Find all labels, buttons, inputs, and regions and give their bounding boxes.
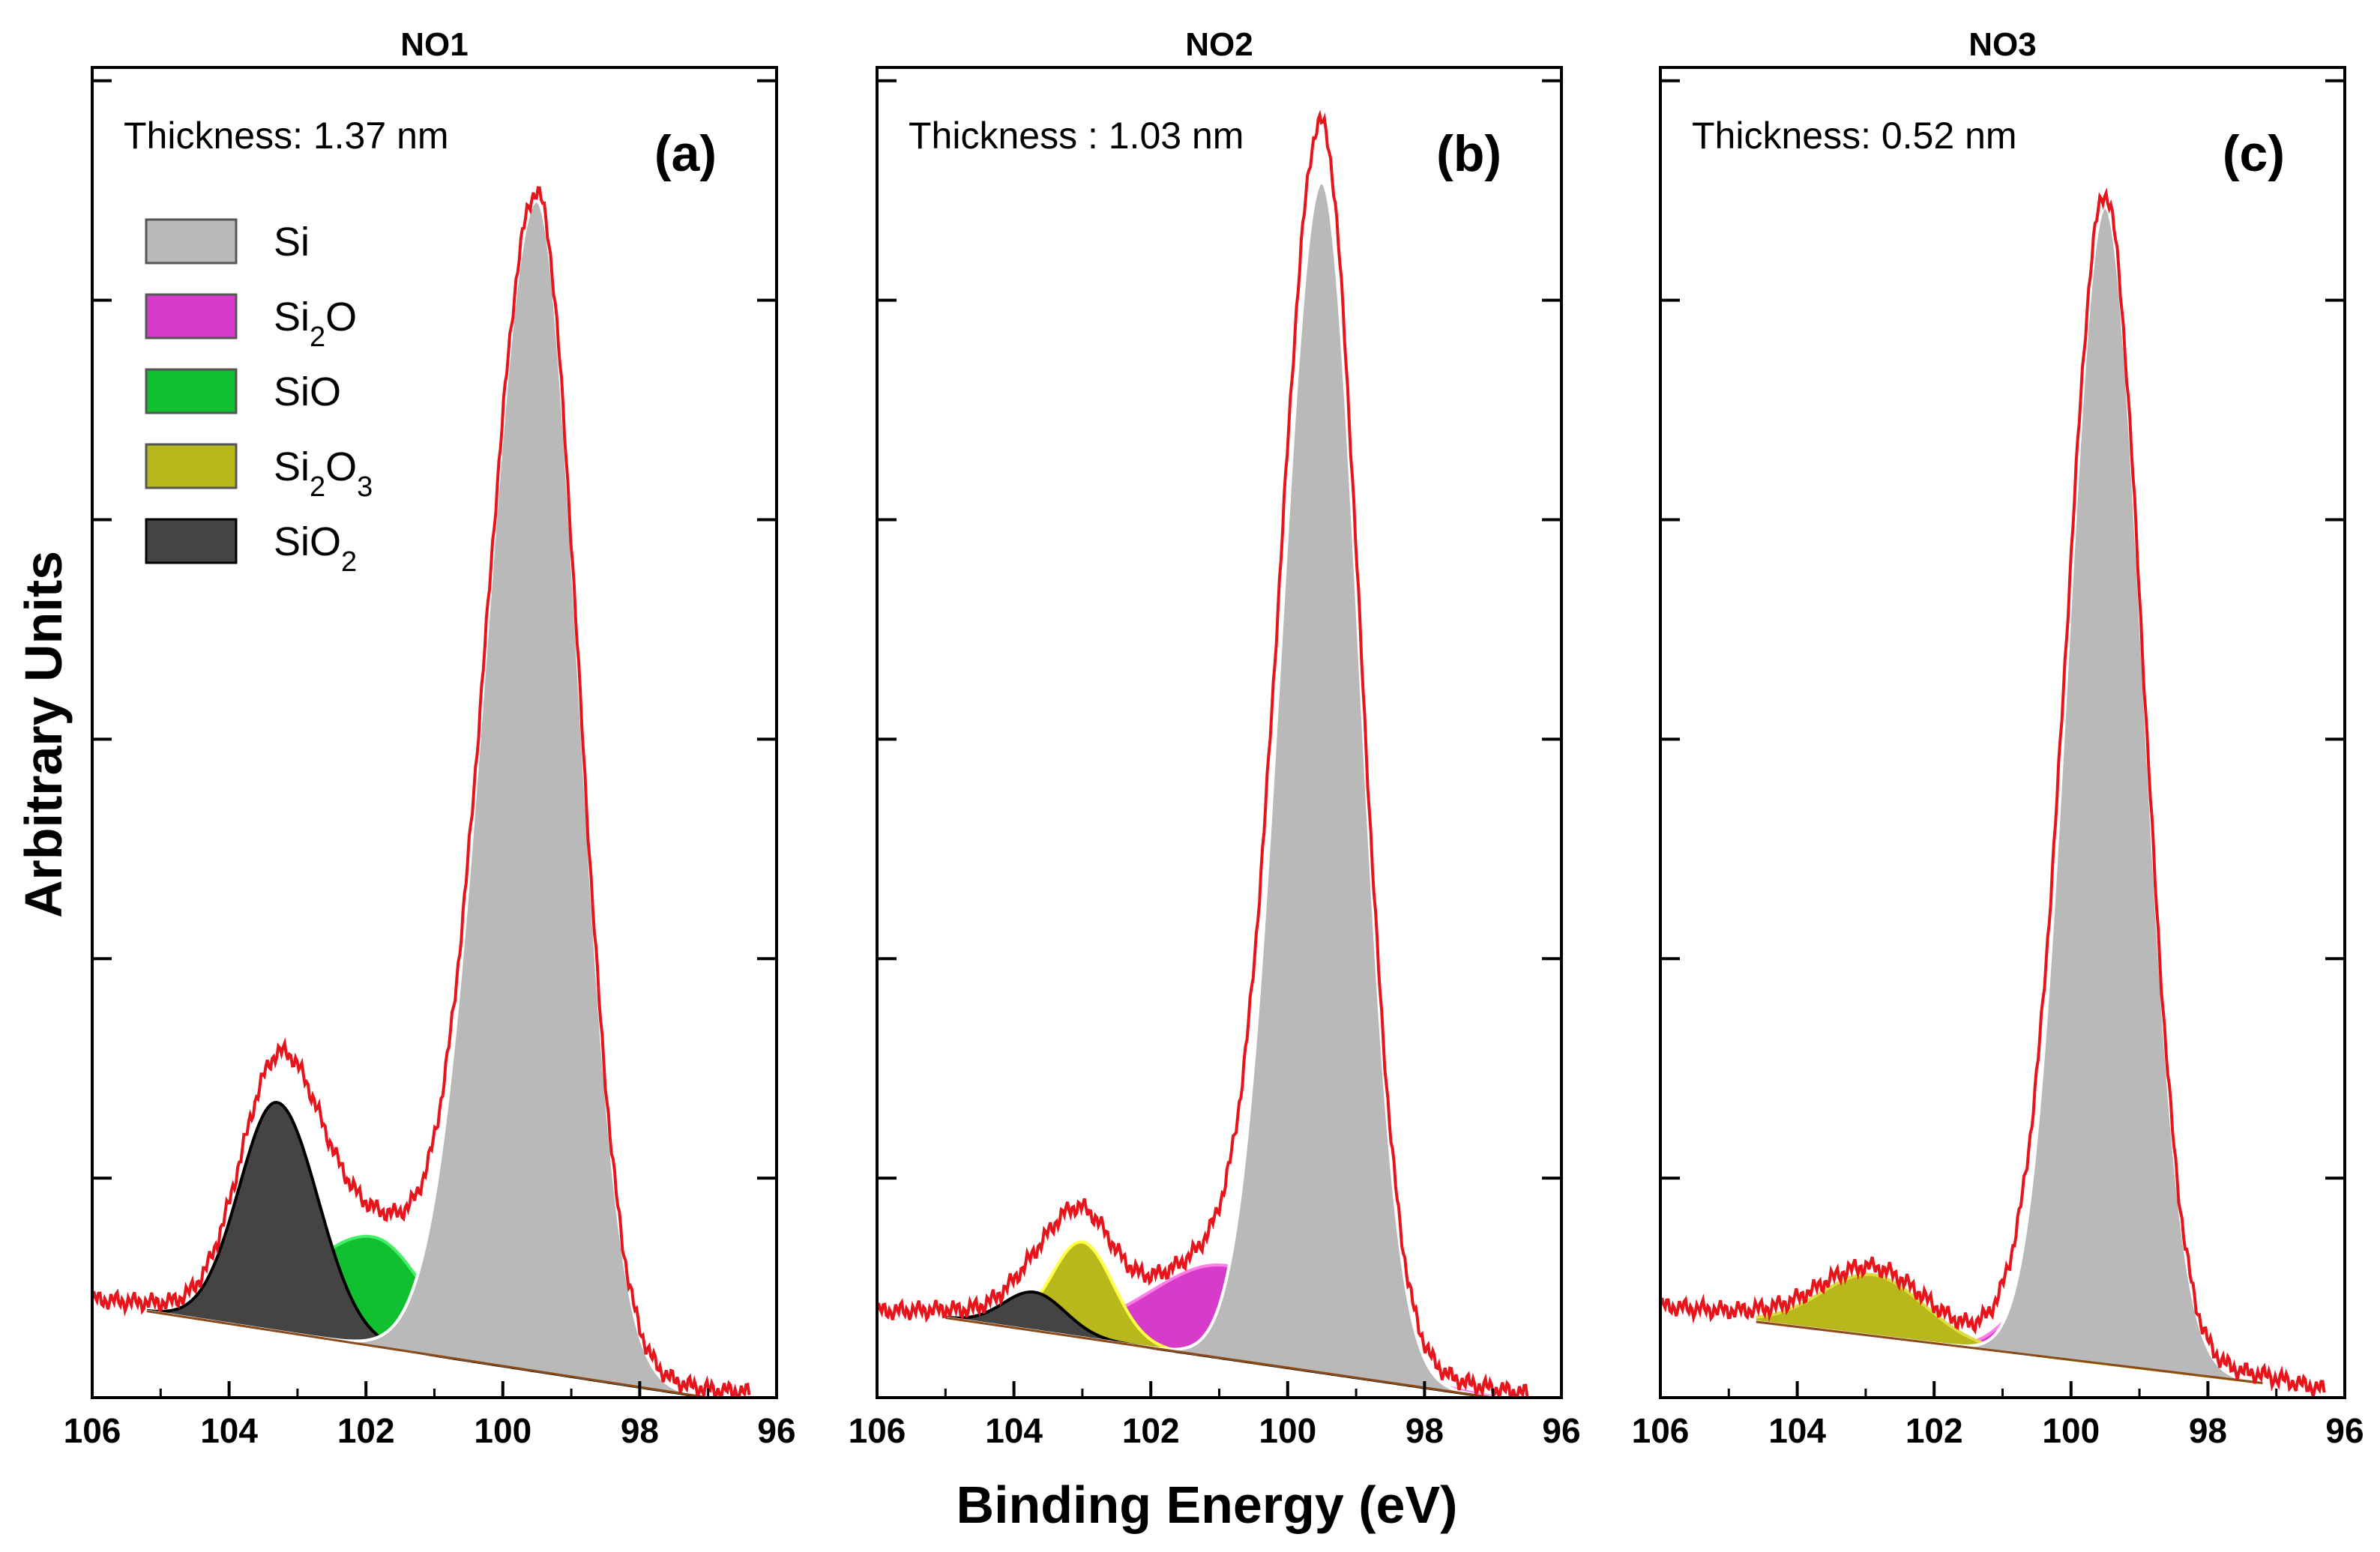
x-tick-label: 106 (64, 1411, 121, 1450)
component-sio2-area (147, 1102, 708, 1398)
thickness-label: Thickness : 1.03 nm (909, 115, 1244, 157)
panel-title: NO2 (1185, 26, 1253, 63)
x-tick-label: 96 (1542, 1411, 1580, 1450)
legend-label: Si (274, 220, 310, 265)
panel-letter: (c) (2223, 125, 2285, 182)
legend-label: Si2O (274, 295, 357, 353)
legend-swatch (145, 293, 238, 339)
x-tick-label: 98 (2189, 1411, 2227, 1450)
panel-letter: (a) (654, 125, 717, 182)
legend-label: SiO2 (274, 519, 357, 578)
legend-entry-si2o: Si2O (145, 293, 357, 353)
component-si-line (1756, 205, 2263, 1385)
component-si-area (945, 182, 1493, 1398)
x-axis-label: Binding Energy (eV) (956, 1476, 1458, 1534)
thickness-label: Thickness: 1.37 nm (124, 115, 449, 157)
envelope-line (92, 186, 751, 1398)
panel-no2: 106 104 102 100 98 96 NO2 Thickness : 1.03 nm (b… (849, 26, 1581, 1450)
plot-frame (876, 66, 1563, 1399)
thickness-label: Thickness: 0.52 nm (1692, 115, 2017, 157)
background-line (945, 1317, 1493, 1398)
x-tick-label: 102 (1905, 1411, 1963, 1450)
background-line (146, 1310, 708, 1398)
x-tick-label: 102 (337, 1411, 395, 1450)
component-si-area (1756, 206, 2263, 1383)
plot-area (92, 186, 751, 1398)
legend-swatch (145, 218, 238, 265)
plot-area (1660, 187, 2326, 1397)
envelope-line (877, 109, 1529, 1398)
legend-entry-sio2: SiO2 (145, 518, 357, 578)
panel-no3: 106 104 102 100 98 96 NO3 Thickness: 0.52 nm (c) (1632, 26, 2364, 1450)
panel-title: NO1 (400, 26, 468, 63)
legend-swatch (145, 518, 238, 564)
x-tick-label: 104 (985, 1411, 1043, 1450)
legend: Si Si2O SiO Si2O3 SiO2 (145, 218, 373, 578)
panels-layer: 106 104 102 100 98 96 NO1 Thickness: 1.37 nm (a)… (64, 26, 2364, 1450)
x-tick-label: 106 (849, 1411, 906, 1450)
x-tick-label: 104 (200, 1411, 258, 1450)
legend-entry-si2o3: Si2O3 (145, 443, 373, 503)
x-tick-label: 98 (621, 1411, 659, 1450)
x-tick-label: 102 (1122, 1411, 1180, 1450)
component-si2o3-area (945, 1242, 1493, 1398)
legend-label: SiO (274, 369, 341, 414)
x-tick-label: 100 (1259, 1411, 1316, 1450)
component-si2o3-area (1756, 1274, 2263, 1383)
plot-frame (1659, 66, 2346, 1399)
x-tick-label: 104 (1768, 1411, 1826, 1450)
legend-entry-sio: SiO (145, 368, 341, 414)
x-tick-label: 96 (2325, 1411, 2364, 1450)
x-tick-label: 106 (1632, 1411, 1690, 1450)
x-tick-label: 100 (2042, 1411, 2100, 1450)
y-axis-label: Arbitrary Units (14, 551, 73, 918)
panel-letter: (b) (1436, 125, 1501, 182)
x-tick-label: 98 (1406, 1411, 1444, 1450)
legend-swatch (145, 368, 238, 414)
x-tick-label: 96 (757, 1411, 795, 1450)
x-tick-label: 100 (474, 1411, 531, 1450)
panel-no1: 106 104 102 100 98 96 NO1 Thickness: 1.37 nm (a) (64, 26, 796, 1450)
plot-area (877, 109, 1529, 1398)
legend-swatch (145, 443, 238, 489)
panel-title: NO3 (1968, 26, 2036, 63)
legend-label: Si2O3 (274, 444, 373, 503)
envelope-line (1660, 187, 2326, 1397)
legend-entry-si: Si (145, 218, 310, 265)
background-line (1756, 1320, 2263, 1384)
